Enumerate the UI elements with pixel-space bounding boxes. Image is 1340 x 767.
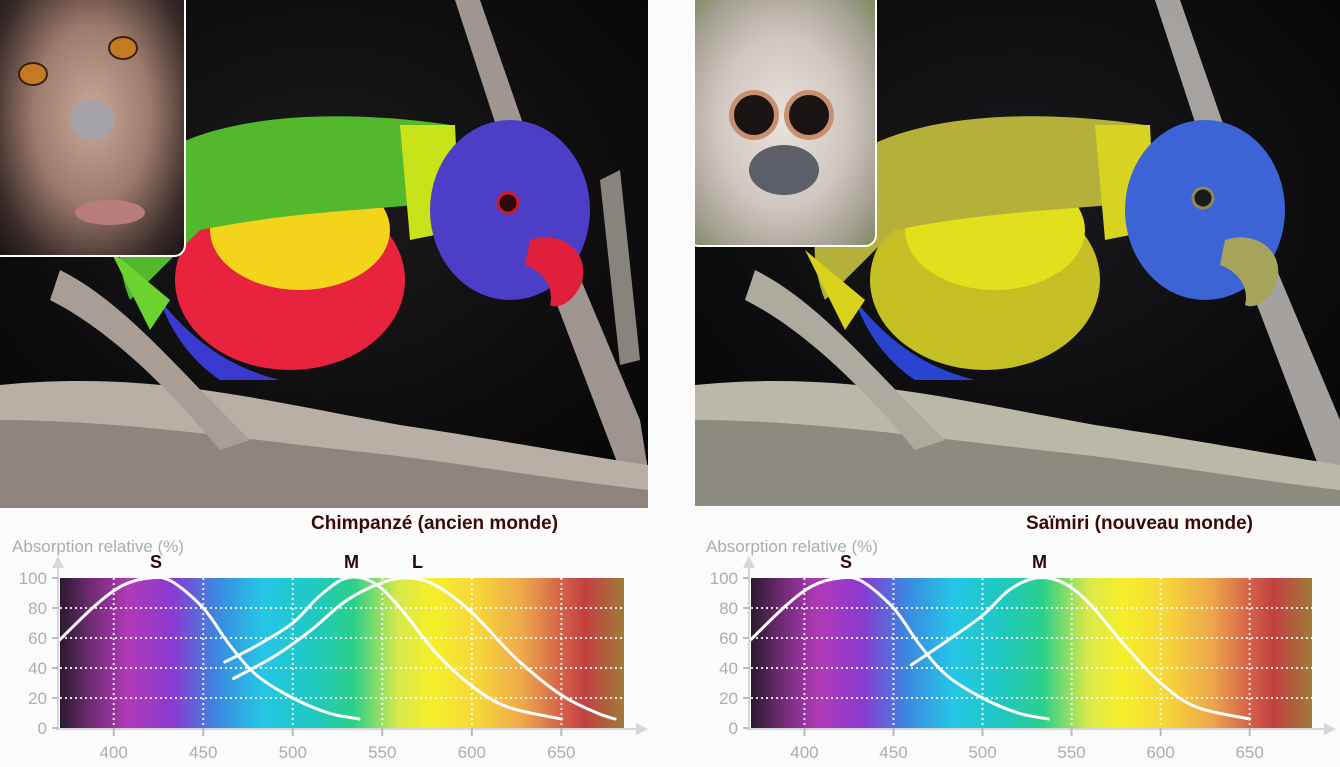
y-axis-label: Absorption relative (%)	[12, 537, 184, 556]
y-tick-label: 20	[28, 689, 47, 708]
chimp-eye-right	[108, 36, 138, 60]
chimp-nose	[70, 100, 115, 140]
y-tick-label: 60	[28, 629, 47, 648]
y-axis-arrow-icon	[743, 556, 755, 568]
spectrum-background	[60, 578, 624, 728]
y-tick-label: 0	[729, 719, 738, 738]
curve-label-s: S	[840, 552, 853, 572]
y-tick-label: 0	[38, 719, 47, 738]
absorption-curve-l	[232, 576, 617, 721]
absorption-curve-m	[223, 575, 563, 721]
x-tick-label: 600	[458, 743, 486, 762]
chart-chimpanzee-absorption: Chimpanzé (ancien monde) Absorption rela…	[0, 510, 660, 767]
y-axis-label: Absorption relative (%)	[706, 537, 878, 556]
lorikeet-full-color-illustration	[0, 0, 648, 508]
y-tick-label: 80	[28, 599, 47, 618]
chart-squirrel-monkey-absorption: Saïmiri (nouveau monde) Absorption relat…	[690, 510, 1340, 767]
y-tick-label: 80	[719, 599, 738, 618]
x-tick-label: 650	[1235, 743, 1263, 762]
x-tick-label: 450	[879, 743, 907, 762]
curve-label-m: M	[344, 552, 359, 572]
x-tick-label: 450	[189, 743, 217, 762]
y-axis-arrow-icon	[52, 556, 64, 568]
monkey-eye-left	[729, 90, 779, 140]
chimpanzee-inset-photo	[0, 0, 186, 257]
chart-title: Saïmiri (nouveau monde)	[1026, 513, 1253, 534]
lorikeet-dichromatic-illustration	[695, 0, 1340, 506]
monkey-eye-right	[784, 90, 834, 140]
chart-plot-area: 0 20 40 60 80 100 400 450 500 550 600 650	[710, 556, 1336, 762]
x-tick-label: 550	[368, 743, 396, 762]
absorption-curve-s	[749, 575, 1050, 721]
y-tick-label: 100	[19, 569, 47, 588]
chimp-eye-left	[18, 62, 48, 86]
squirrel-monkey-inset-photo	[695, 0, 877, 247]
absorption-curve-s	[58, 575, 361, 721]
x-tick-label: 400	[100, 743, 128, 762]
monkey-muzzle	[749, 145, 819, 195]
curve-label-m: M	[1032, 552, 1047, 572]
x-axis-arrow-icon	[636, 723, 648, 735]
x-tick-label: 500	[968, 743, 996, 762]
x-tick-label: 650	[547, 743, 575, 762]
x-tick-label: 550	[1057, 743, 1085, 762]
chart-plot-area: 0 20 40 60 80 100 400 450 500 550 600 650	[19, 556, 648, 762]
chimp-mouth	[75, 200, 145, 225]
x-tick-label: 500	[279, 743, 307, 762]
x-tick-label: 600	[1146, 743, 1174, 762]
y-tick-label: 40	[28, 659, 47, 678]
y-tick-label: 40	[719, 659, 738, 678]
photo-chimpanzee-vision	[0, 0, 648, 508]
photo-squirrel-monkey-vision	[695, 0, 1340, 506]
chart-title: Chimpanzé (ancien monde)	[311, 513, 559, 534]
y-tick-label: 60	[719, 629, 738, 648]
curve-label-s: S	[150, 552, 163, 572]
curve-label-l: L	[412, 552, 423, 572]
x-axis-arrow-icon	[1324, 723, 1336, 735]
spectrum-background	[751, 578, 1312, 728]
y-tick-label: 100	[710, 569, 738, 588]
x-tick-label: 400	[790, 743, 818, 762]
y-tick-label: 20	[719, 689, 738, 708]
absorption-curve-m	[909, 576, 1252, 721]
